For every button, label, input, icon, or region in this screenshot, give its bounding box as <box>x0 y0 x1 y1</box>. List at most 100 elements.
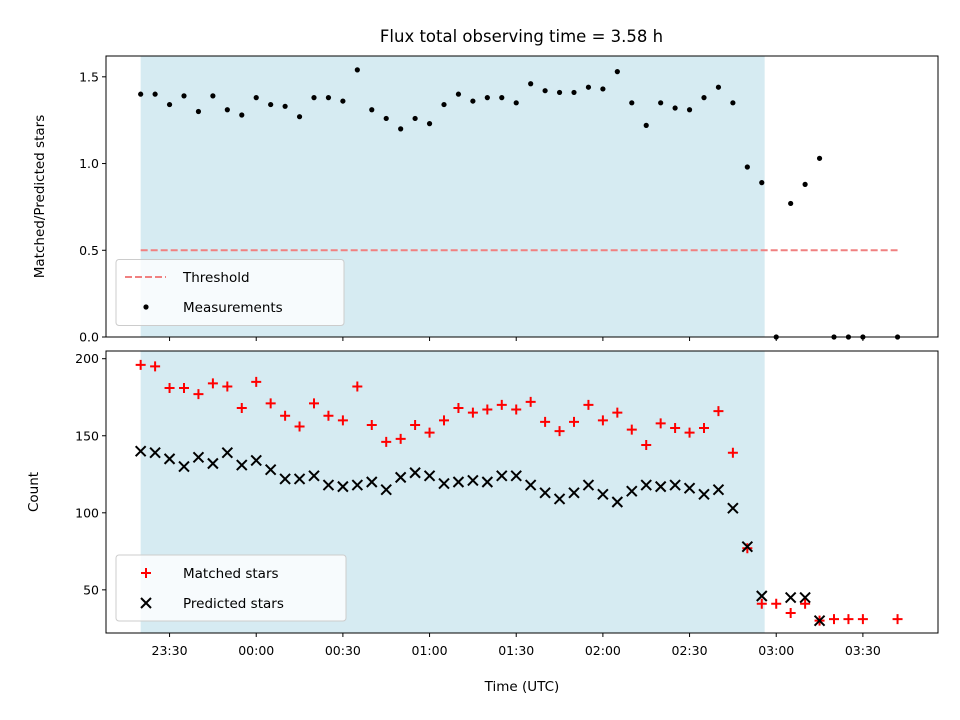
matched-star-point <box>612 407 623 418</box>
measurement-point <box>556 89 563 96</box>
measurement-point <box>513 100 519 106</box>
measurement-point <box>282 103 288 109</box>
matched-star-point <box>309 398 319 409</box>
measurement-point <box>715 84 722 90</box>
predicted-star-point <box>394 471 407 484</box>
measurement-point <box>383 115 389 122</box>
y-tick-label: 50 <box>83 582 99 597</box>
matched-star-point <box>496 399 507 410</box>
measurement-point <box>788 200 794 207</box>
matched-star-point <box>337 415 348 426</box>
legend-threshold-label: Threshold <box>182 270 250 286</box>
matched-star-point <box>222 381 233 392</box>
predicted-star-point <box>539 487 551 499</box>
predicted-star-point <box>669 479 681 491</box>
predicted-star-point <box>784 591 797 604</box>
measurement-point <box>816 155 823 161</box>
matched-star-point <box>554 426 565 437</box>
predicted-star-point <box>221 446 234 459</box>
matched-star-point <box>236 403 247 414</box>
measurement-point <box>600 86 606 92</box>
matched-star-point <box>424 427 435 438</box>
predicted-star-point <box>337 480 349 493</box>
measurement-point <box>354 67 360 73</box>
measurement-point <box>426 121 433 127</box>
y-tick-label: 1.5 <box>79 69 99 84</box>
predicted-star-point <box>351 479 364 491</box>
predicted-star-point <box>611 496 624 508</box>
matched-star-point <box>785 607 796 618</box>
predicted-star-point <box>409 467 421 479</box>
x-tick-label: 00:00 <box>238 643 274 658</box>
matched-star-point <box>857 614 868 625</box>
predicted-star-point <box>496 470 508 482</box>
measurement-point <box>528 81 534 87</box>
y-tick-label: 0.5 <box>79 243 99 258</box>
x-tick-label: 03:30 <box>845 643 881 658</box>
bottom-panel: 50 100 150 200 Count 23:30 00:00 00:30 01:00 01:3… <box>26 350 939 695</box>
matched-star-point <box>843 614 854 625</box>
matched-star-point <box>655 418 666 429</box>
predicted-star-point <box>149 446 161 459</box>
predicted-star-point <box>712 483 725 496</box>
predicted-star-point <box>524 479 537 491</box>
measurement-point <box>152 91 158 97</box>
matched-star-point <box>699 423 709 434</box>
measurement-point <box>455 91 462 97</box>
predicted-star-point <box>626 485 638 497</box>
predicted-star-point <box>568 487 580 499</box>
measurement-point <box>340 98 346 104</box>
predicted-star-point <box>510 470 522 482</box>
x-tick-label: 01:00 <box>412 643 448 658</box>
predicted-star-point <box>163 453 176 465</box>
measurement-point <box>658 100 664 106</box>
matched-star-point <box>381 436 392 447</box>
measurement-point <box>629 100 635 106</box>
legend-matched-label: Matched stars <box>183 566 279 582</box>
predicted-star-point <box>756 590 768 602</box>
legend-measurements-label: Measurements <box>183 300 283 316</box>
predicted-star-point <box>698 488 710 501</box>
x-tick-label: 02:30 <box>672 643 708 658</box>
measurement-point <box>195 108 202 115</box>
legend-measurements-marker <box>143 304 149 310</box>
matched-star-point <box>395 433 406 444</box>
predicted-star-point <box>250 454 262 467</box>
measurement-point <box>311 95 317 101</box>
matched-star-point <box>352 381 363 392</box>
x-tick-label: 02:00 <box>585 643 621 658</box>
predicted-star-point <box>178 460 190 473</box>
matched-star-point <box>829 614 839 625</box>
measurement-point <box>253 95 259 101</box>
predicted-star-point <box>192 451 205 464</box>
matched-star-point <box>453 403 464 414</box>
measurement-point <box>614 69 620 75</box>
predicted-star-point <box>553 493 566 505</box>
matched-star-point <box>511 404 522 415</box>
x-tick-label: 00:30 <box>325 643 361 658</box>
top-panel: 0.0 0.5 1.0 1.5 Matched/Predicted stars Thres… <box>32 55 939 345</box>
matched-star-point <box>193 389 204 400</box>
measurement-point <box>166 101 173 108</box>
measurement-point <box>672 105 678 111</box>
matched-star-point <box>626 424 637 435</box>
matched-star-point <box>135 359 146 370</box>
x-tick-label: 01:30 <box>498 643 534 658</box>
legend-matched-marker <box>141 568 151 578</box>
measurement-point <box>181 93 187 99</box>
bottom-legend: Matched stars Predicted stars <box>115 554 347 622</box>
matched-star-point <box>756 598 767 609</box>
matched-star-point <box>597 415 608 426</box>
matched-star-point <box>583 399 594 410</box>
predicted-star-point <box>380 483 392 496</box>
matched-star-point <box>410 419 421 430</box>
predicted-star-point <box>134 445 147 457</box>
x-axis-label: Time (UTC) <box>484 679 560 695</box>
predicted-star-point <box>467 474 479 487</box>
x-tick-label: 03:00 <box>758 643 794 658</box>
matched-star-point <box>323 410 334 421</box>
matched-star-point <box>641 440 652 450</box>
measurement-point <box>470 98 476 104</box>
measurement-point <box>759 180 765 186</box>
matched-star-point <box>713 406 724 417</box>
